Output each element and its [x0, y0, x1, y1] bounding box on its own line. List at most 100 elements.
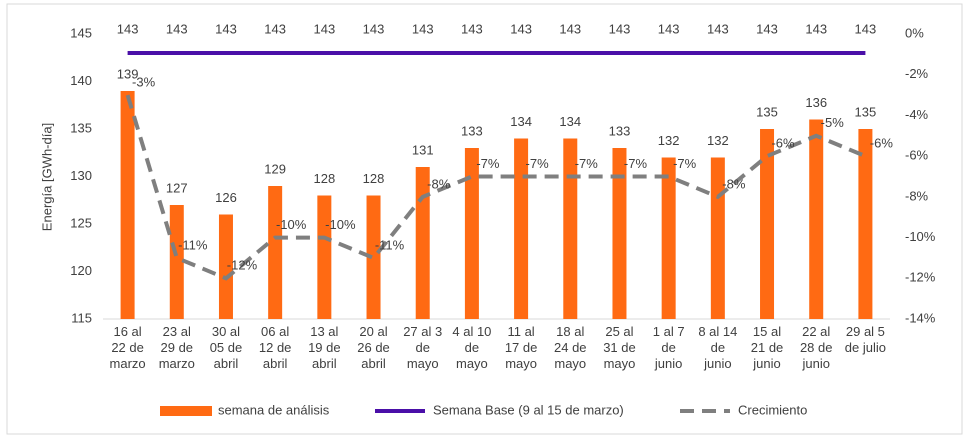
growth-label: -7% — [476, 156, 500, 171]
x-tick-label: 20 al 26 de abril — [357, 324, 390, 371]
line-label: 143 — [707, 21, 729, 36]
y2-tick-label: -12% — [905, 270, 936, 285]
line-label: 143 — [510, 21, 532, 36]
growth-label: -8% — [722, 176, 746, 191]
bar — [169, 205, 184, 319]
bar — [415, 167, 430, 319]
x-tick-label: 29 al 5 de julio — [844, 324, 886, 355]
growth-label: -8% — [427, 176, 451, 191]
growth-label: -3% — [132, 75, 156, 90]
x-tick-label: 30 al 05 de abril — [209, 324, 243, 371]
y2-tick-label: -6% — [905, 148, 929, 163]
y2-tick-label: -2% — [905, 66, 929, 81]
bar-label: 128 — [313, 171, 335, 186]
x-tick-label: 13 al 19 de abril — [308, 324, 341, 371]
growth-label: -6% — [870, 136, 894, 151]
x-tick-label: 22 al 28 de junio — [799, 324, 833, 371]
growth-label: -7% — [575, 156, 599, 171]
growth-label: -6% — [771, 136, 795, 151]
bar-label: 131 — [412, 142, 434, 157]
bar-label: 134 — [510, 114, 532, 129]
y2-tick-label: -14% — [905, 310, 936, 325]
bar-label: 134 — [559, 114, 581, 129]
bar — [464, 148, 479, 319]
bar — [120, 91, 135, 319]
bar — [366, 195, 381, 319]
line-label: 143 — [805, 21, 827, 36]
legend-label: Crecimiento — [738, 402, 807, 417]
y-tick-label: 135 — [70, 120, 92, 135]
bar — [809, 119, 824, 319]
line-label: 143 — [363, 21, 385, 36]
growth-label: -10% — [325, 217, 356, 232]
x-tick-label: 11 al 17 de mayo — [504, 324, 538, 371]
line-label: 143 — [658, 21, 680, 36]
line-label: 143 — [166, 21, 188, 36]
bar — [563, 138, 578, 319]
bar — [268, 186, 283, 319]
y-tick-label: 115 — [71, 310, 92, 325]
growth-line — [125, 94, 867, 281]
y2-tick-label: -4% — [905, 107, 929, 122]
bar — [218, 214, 233, 319]
line-label: 143 — [461, 21, 483, 36]
y-axis-label: Energía [GWh-día] — [39, 123, 54, 231]
y2-tick-label: -10% — [905, 229, 936, 244]
legend-label: semana de análisis — [218, 402, 330, 417]
y2-tick-label: 0% — [905, 25, 924, 40]
growth-label: -10% — [276, 217, 307, 232]
bar — [760, 129, 775, 319]
legend-swatch — [160, 406, 212, 416]
y-tick-label: 145 — [70, 25, 92, 40]
bar-label: 136 — [805, 95, 827, 110]
x-tick-label: 06 al 12 de abril — [258, 324, 292, 371]
x-tick-label: 4 al 10 de mayo — [452, 324, 492, 371]
growth-label: -7% — [673, 156, 697, 171]
bar-label: 133 — [609, 123, 631, 138]
x-tick-label: 23 al 29 de marzo — [158, 324, 195, 371]
growth-label: -11% — [178, 237, 208, 252]
bar-label: 135 — [756, 104, 778, 119]
line-label: 143 — [559, 21, 581, 36]
bar-label: 126 — [215, 190, 237, 205]
bar-label: 132 — [658, 133, 680, 148]
line-label: 143 — [215, 21, 237, 36]
bar-label: 132 — [707, 133, 729, 148]
bar — [612, 148, 627, 319]
growth-label: -5% — [821, 115, 845, 130]
bar-label: 135 — [855, 104, 877, 119]
bar — [661, 157, 676, 319]
bar-label: 139 — [117, 66, 139, 81]
growth-label: -12% — [227, 258, 258, 273]
bar — [710, 157, 725, 319]
bar-label: 127 — [166, 180, 188, 195]
x-tick-label: 27 al 3 de mayo — [403, 324, 443, 371]
line-label: 143 — [756, 21, 778, 36]
line-label: 143 — [117, 21, 139, 36]
bar-label: 128 — [363, 171, 385, 186]
line-label: 143 — [264, 21, 286, 36]
line-label: 143 — [609, 21, 631, 36]
bar-label: 133 — [461, 123, 483, 138]
y2-tick-label: -8% — [905, 188, 929, 203]
x-tick-label: 15 al 21 de junio — [750, 324, 784, 371]
line-label: 143 — [412, 21, 434, 36]
bar — [317, 195, 332, 319]
x-tick-label: 8 al 14 de junio — [698, 324, 738, 371]
x-tick-label: 16 al 22 de marzo — [109, 324, 146, 371]
chart-border — [6, 3, 963, 435]
bar — [514, 138, 529, 319]
y-tick-label: 140 — [70, 73, 92, 88]
y-tick-label: 125 — [70, 215, 92, 230]
y-tick-label: 120 — [70, 263, 92, 278]
x-tick-label: 1 al 7 de junio — [652, 324, 685, 371]
y-tick-label: 130 — [70, 168, 92, 183]
line-label: 143 — [313, 21, 335, 36]
bar — [858, 129, 873, 319]
growth-label: -7% — [526, 156, 550, 171]
legend-label: Semana Base (9 al 15 de marzo) — [433, 402, 624, 417]
line-label: 143 — [855, 21, 877, 36]
growth-label: -11% — [375, 237, 405, 252]
